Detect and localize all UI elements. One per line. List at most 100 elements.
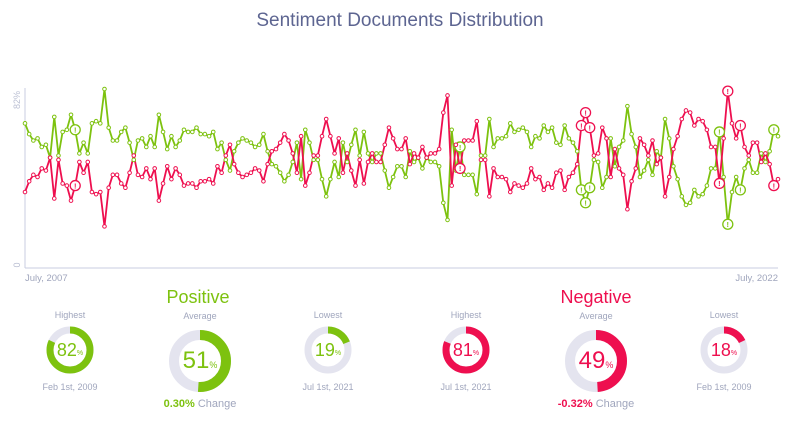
- positive-data-point[interactable]: [273, 163, 279, 169]
- positive-data-point[interactable]: [574, 148, 580, 154]
- positive-data-point[interactable]: [118, 129, 124, 135]
- positive-data-point[interactable]: [219, 140, 224, 145]
- positive-data-point[interactable]: [85, 151, 91, 156]
- positive-data-point[interactable]: [750, 170, 756, 176]
- negative-data-point[interactable]: [311, 153, 316, 158]
- positive-data-point[interactable]: [248, 140, 254, 145]
- negative-data-point[interactable]: [236, 170, 241, 176]
- negative-data-point[interactable]: [754, 140, 760, 145]
- positive-data-point[interactable]: [620, 138, 626, 143]
- negative-data-point[interactable]: [349, 168, 354, 173]
- negative-data-point[interactable]: [89, 189, 95, 195]
- negative-data-point[interactable]: [215, 163, 220, 169]
- positive-data-point[interactable]: [43, 142, 49, 148]
- negative-data-point[interactable]: [545, 181, 551, 186]
- positive-data-point[interactable]: [156, 112, 162, 118]
- negative-data-point[interactable]: [357, 157, 362, 163]
- negative-data-point[interactable]: [641, 142, 647, 148]
- negative-data-point[interactable]: [123, 185, 128, 191]
- negative-data-point[interactable]: [265, 161, 270, 167]
- negative-data-point[interactable]: [395, 146, 400, 152]
- negative-data-point[interactable]: [407, 161, 413, 167]
- negative-data-point[interactable]: [549, 185, 555, 191]
- negative-data-point[interactable]: [81, 170, 86, 176]
- positive-data-point[interactable]: [190, 129, 195, 135]
- negative-data-point[interactable]: [415, 155, 421, 160]
- positive-data-point[interactable]: [93, 118, 99, 124]
- negative-data-point[interactable]: [169, 176, 174, 182]
- negative-data-point[interactable]: [127, 170, 132, 176]
- negative-data-point[interactable]: [118, 181, 124, 186]
- exclamation-icon[interactable]: !: [734, 119, 746, 132]
- negative-data-point[interactable]: [374, 159, 379, 165]
- negative-data-point[interactable]: [156, 198, 162, 203]
- negative-data-point[interactable]: [39, 166, 45, 171]
- negative-data-point[interactable]: [562, 187, 567, 193]
- positive-data-point[interactable]: [595, 159, 601, 165]
- positive-data-point[interactable]: [675, 176, 680, 182]
- negative-data-point[interactable]: [206, 176, 212, 182]
- negative-data-point[interactable]: [353, 183, 358, 188]
- positive-data-point[interactable]: [177, 138, 183, 143]
- negative-data-point[interactable]: [261, 178, 266, 184]
- positive-data-point[interactable]: [562, 123, 567, 128]
- negative-data-point[interactable]: [574, 161, 580, 167]
- positive-data-point[interactable]: [708, 166, 714, 171]
- negative-data-point[interactable]: [51, 196, 57, 201]
- negative-data-point[interactable]: [102, 224, 107, 229]
- positive-data-point[interactable]: [608, 136, 613, 141]
- negative-data-point[interactable]: [637, 136, 643, 141]
- negative-data-point[interactable]: [252, 166, 258, 171]
- negative-data-point[interactable]: [399, 146, 404, 152]
- exclamation-icon[interactable]: !: [69, 179, 81, 192]
- positive-data-point[interactable]: [206, 133, 212, 139]
- negative-data-point[interactable]: [487, 194, 492, 199]
- negative-data-point[interactable]: [35, 174, 40, 180]
- negative-data-point[interactable]: [403, 136, 408, 141]
- negative-data-point[interactable]: [152, 166, 157, 171]
- negative-data-point[interactable]: [600, 125, 605, 130]
- positive-data-point[interactable]: [558, 142, 563, 148]
- positive-data-point[interactable]: [35, 136, 40, 141]
- positive-data-point[interactable]: [374, 151, 379, 156]
- negative-data-point[interactable]: [449, 183, 455, 188]
- positive-data-point[interactable]: [286, 172, 291, 178]
- negative-data-point[interactable]: [210, 181, 216, 186]
- negative-data-point[interactable]: [537, 174, 542, 180]
- positive-data-point[interactable]: [528, 144, 534, 150]
- positive-data-point[interactable]: [64, 127, 70, 133]
- negative-data-point[interactable]: [106, 185, 111, 191]
- positive-data-point[interactable]: [754, 170, 760, 176]
- negative-data-point[interactable]: [26, 178, 32, 184]
- positive-data-point[interactable]: [344, 159, 350, 165]
- negative-data-point[interactable]: [650, 138, 655, 143]
- negative-data-point[interactable]: [767, 161, 772, 167]
- positive-data-point[interactable]: [26, 131, 32, 137]
- positive-data-point[interactable]: [160, 129, 166, 135]
- negative-data-point[interactable]: [616, 166, 622, 171]
- positive-data-point[interactable]: [365, 151, 371, 156]
- positive-data-point[interactable]: [654, 148, 659, 154]
- negative-data-point[interactable]: [436, 146, 442, 152]
- negative-data-point[interactable]: [432, 151, 438, 156]
- negative-data-point[interactable]: [758, 159, 764, 165]
- positive-data-point[interactable]: [616, 144, 622, 150]
- negative-data-point[interactable]: [646, 153, 651, 158]
- negative-data-point[interactable]: [64, 183, 70, 188]
- negative-data-point[interactable]: [420, 144, 425, 150]
- negative-data-point[interactable]: [495, 174, 501, 180]
- positive-data-point[interactable]: [357, 153, 362, 158]
- positive-data-point[interactable]: [210, 129, 216, 135]
- negative-data-point[interactable]: [160, 181, 166, 186]
- positive-data-point[interactable]: [507, 121, 513, 126]
- negative-data-point[interactable]: [43, 168, 49, 173]
- negative-data-point[interactable]: [273, 146, 279, 152]
- positive-data-point[interactable]: [729, 189, 735, 195]
- positive-data-point[interactable]: [533, 133, 538, 139]
- positive-data-point[interactable]: [361, 129, 367, 135]
- negative-data-point[interactable]: [746, 153, 752, 158]
- negative-data-point[interactable]: [533, 176, 538, 182]
- positive-data-point[interactable]: [763, 159, 768, 165]
- negative-data-point[interactable]: [307, 170, 312, 176]
- positive-data-point[interactable]: [127, 140, 132, 145]
